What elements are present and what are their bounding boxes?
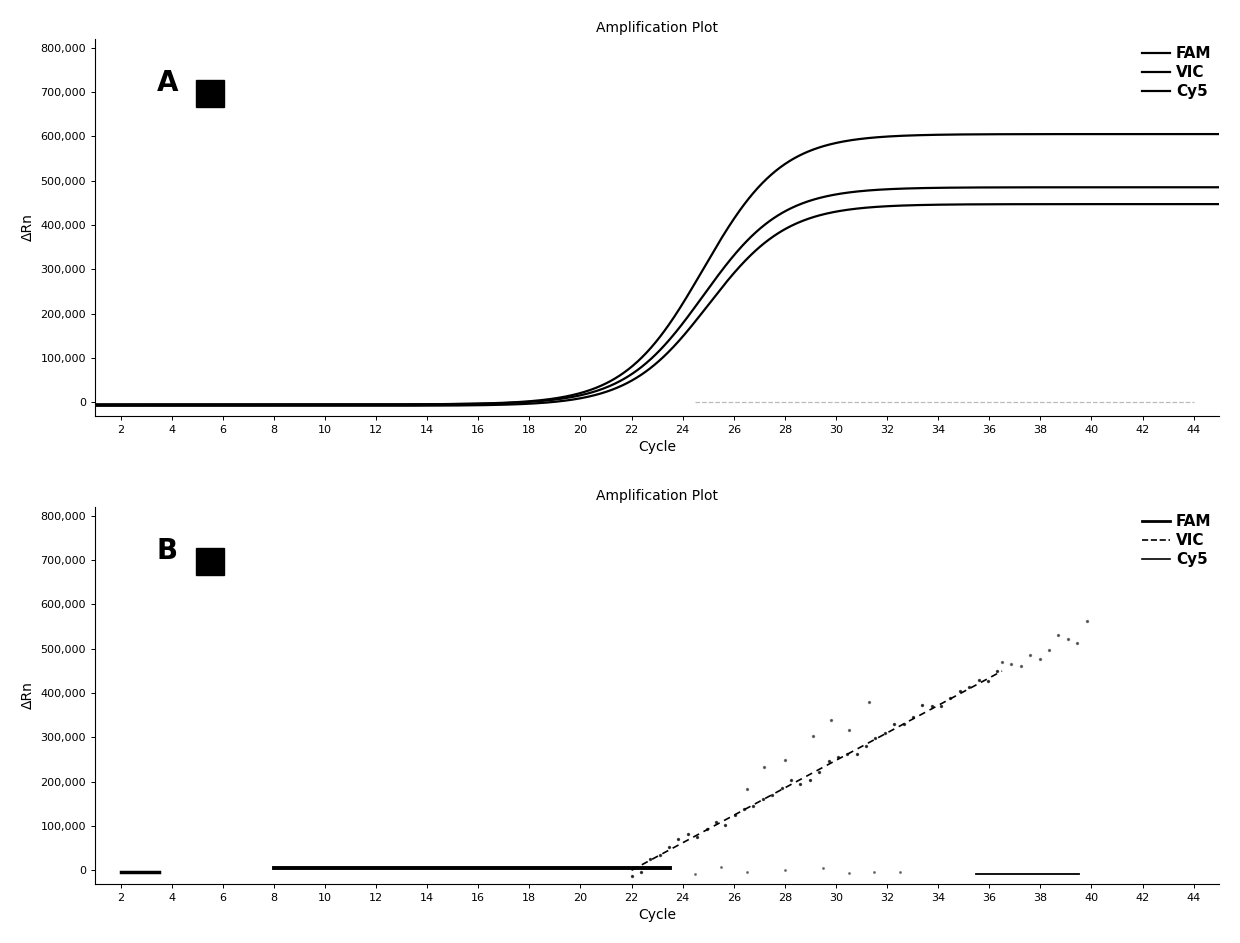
Point xyxy=(818,753,838,769)
Point xyxy=(847,746,867,761)
Bar xyxy=(196,80,224,107)
Point xyxy=(687,829,707,844)
Point xyxy=(810,764,830,779)
Y-axis label: ΔRn: ΔRn xyxy=(21,681,35,709)
Point xyxy=(913,698,932,713)
Point xyxy=(921,699,941,714)
Point xyxy=(950,683,970,698)
Point xyxy=(725,808,745,823)
Point xyxy=(804,728,823,743)
Point xyxy=(884,716,904,731)
Point xyxy=(931,699,951,714)
Point xyxy=(660,839,680,854)
Point xyxy=(1049,628,1069,643)
Point xyxy=(763,787,782,802)
Point xyxy=(856,738,875,753)
Point xyxy=(737,781,756,796)
Point xyxy=(775,753,795,768)
Point xyxy=(697,821,717,836)
Point xyxy=(866,731,885,746)
Point xyxy=(1039,642,1059,657)
Point xyxy=(621,869,641,884)
Point xyxy=(903,709,923,724)
Point xyxy=(744,799,764,814)
Title: Amplification Plot: Amplification Plot xyxy=(596,21,718,35)
Point xyxy=(864,865,884,880)
Bar xyxy=(196,548,224,574)
Point xyxy=(978,673,998,688)
Point xyxy=(754,759,774,774)
Point xyxy=(859,694,879,709)
Text: A: A xyxy=(157,69,179,97)
Point xyxy=(706,814,725,829)
Point xyxy=(890,864,910,879)
Point xyxy=(800,772,820,787)
Legend: FAM, VIC, Cy5: FAM, VIC, Cy5 xyxy=(1142,46,1211,99)
Point xyxy=(838,865,858,880)
Point xyxy=(821,712,841,727)
Point xyxy=(1068,636,1087,651)
Point xyxy=(1002,656,1022,671)
Point xyxy=(894,717,914,732)
Point xyxy=(1058,631,1078,646)
Point xyxy=(775,862,795,877)
Point xyxy=(837,746,857,761)
Point xyxy=(968,672,988,687)
Point xyxy=(668,832,688,847)
Text: B: B xyxy=(157,537,179,565)
Point xyxy=(686,867,706,882)
Title: Amplification Plot: Amplification Plot xyxy=(596,488,718,503)
Point xyxy=(715,818,735,833)
Point xyxy=(813,860,833,875)
X-axis label: Cycle: Cycle xyxy=(639,440,676,455)
Point xyxy=(1021,648,1040,663)
Point xyxy=(631,864,651,879)
Point xyxy=(838,723,858,738)
Legend: FAM, VIC, Cy5: FAM, VIC, Cy5 xyxy=(1142,515,1211,567)
Point xyxy=(771,781,791,796)
Point xyxy=(734,802,754,817)
Point xyxy=(828,750,848,765)
Point xyxy=(640,852,660,867)
Point xyxy=(790,777,810,792)
X-axis label: Cycle: Cycle xyxy=(639,908,676,922)
Point xyxy=(1011,658,1030,673)
Point xyxy=(753,791,773,806)
Point xyxy=(1029,652,1049,667)
Point xyxy=(781,772,801,787)
Point xyxy=(875,725,895,740)
Point xyxy=(650,848,670,863)
Point xyxy=(940,690,960,705)
Point xyxy=(987,664,1007,679)
Y-axis label: ΔRn: ΔRn xyxy=(21,213,35,241)
Point xyxy=(992,654,1012,670)
Point xyxy=(960,679,980,694)
Point xyxy=(678,827,698,842)
Point xyxy=(737,865,756,880)
Point xyxy=(1076,614,1096,629)
Point xyxy=(711,859,730,874)
